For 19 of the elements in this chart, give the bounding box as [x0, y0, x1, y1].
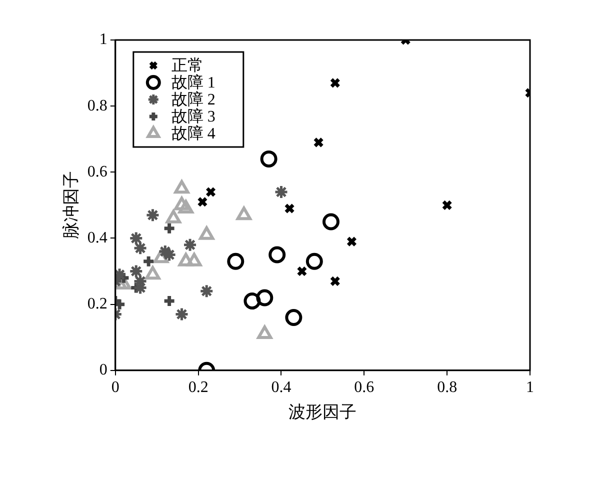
legend-label: 故障 4 — [171, 124, 216, 143]
y-tick-label: 0 — [99, 362, 108, 379]
y-tick-label: 0.2 — [87, 296, 108, 313]
legend-label: 故障 2 — [171, 90, 216, 109]
x-tick-label: 0.4 — [271, 379, 292, 396]
x-tick-label: 0.2 — [188, 379, 208, 396]
x-tick-label: 1 — [526, 379, 534, 396]
y-axis-title: 脉冲因子 — [62, 171, 81, 240]
y-tick-label: 0.6 — [87, 163, 108, 180]
legend-label: 正常 — [171, 56, 204, 75]
y-tick-label: 0.4 — [87, 229, 108, 246]
y-tick-label: 0.8 — [87, 97, 108, 114]
x-axis-title: 波形因子 — [288, 402, 357, 422]
y-tick-label: 1 — [99, 31, 108, 48]
legend-label: 故障 3 — [171, 108, 216, 126]
x-tick-label: 0.8 — [437, 379, 458, 396]
legend-label: 故障 1 — [171, 74, 216, 92]
x-tick-label: 0.6 — [354, 379, 374, 396]
x-tick-label: 0 — [111, 379, 120, 396]
